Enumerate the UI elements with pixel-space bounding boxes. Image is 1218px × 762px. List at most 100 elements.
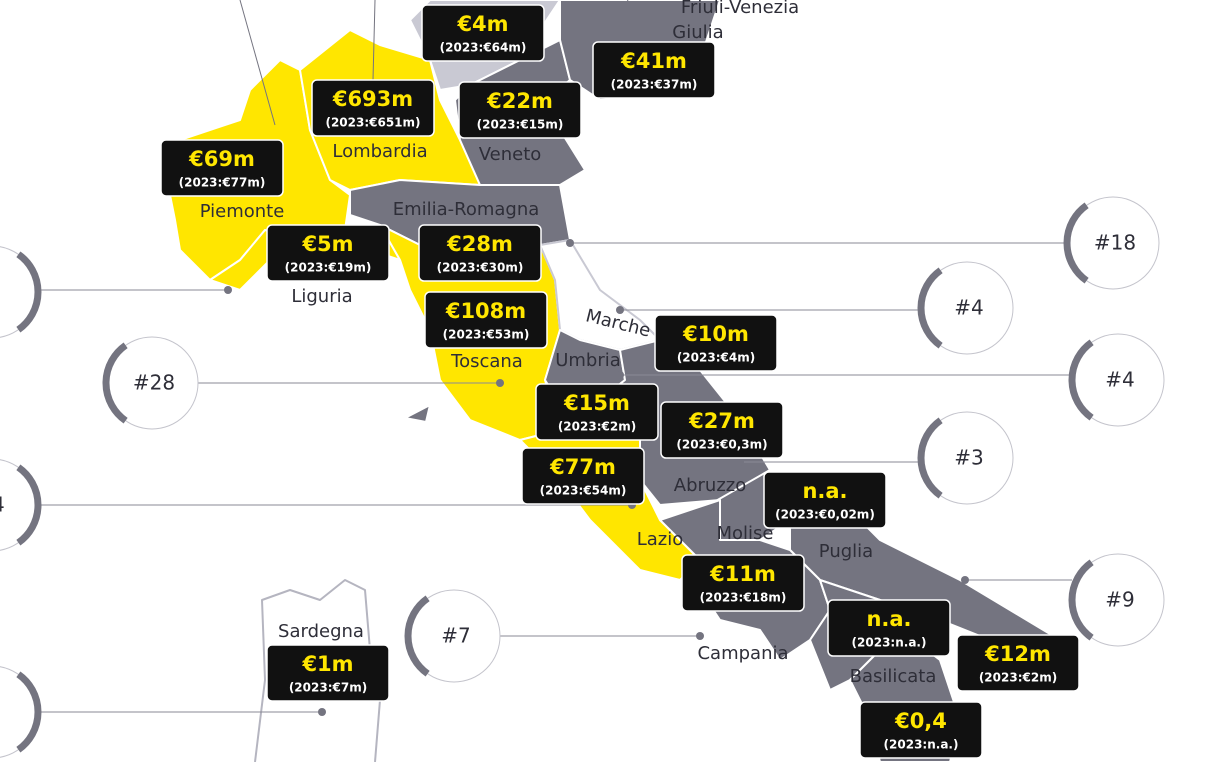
prior-label: (2023:€54m)	[540, 484, 627, 498]
prior-label: (2023:€53m)	[443, 328, 530, 342]
value-label: €27m	[688, 409, 755, 433]
rank-circle	[0, 666, 39, 758]
region-name: Piemonte	[200, 201, 285, 222]
region-name: Emilia-Romagna	[393, 199, 540, 220]
rank-circle	[0, 459, 39, 551]
prior-label: (2023:€0,3m)	[676, 438, 767, 452]
value-box	[956, 634, 1080, 692]
value-box	[859, 701, 983, 759]
leader-dot	[961, 576, 969, 584]
region-name: Molise	[717, 523, 774, 544]
prior-label: (2023:€0,02m)	[775, 508, 875, 522]
prior-label: (2023:€4m)	[677, 351, 755, 365]
value-box	[418, 224, 542, 282]
value-box	[654, 314, 778, 372]
prior-label: (2023:€19m)	[285, 261, 372, 275]
prior-label: (2023:€37m)	[611, 78, 698, 92]
value-label: €77m	[549, 455, 616, 479]
value-label: €5m	[301, 232, 353, 256]
rank-arc	[1068, 339, 1094, 421]
leader	[611, 0, 629, 33]
value-label: €10m	[682, 322, 749, 346]
elba-shape	[404, 404, 431, 423]
region-name: Puglia	[819, 541, 873, 562]
leader-dot	[696, 632, 704, 640]
rank-circle	[0, 246, 39, 338]
region-name: Veneto	[479, 144, 542, 165]
value-box	[763, 471, 887, 529]
value-label: n.a.	[802, 479, 847, 503]
leader-dot	[616, 306, 624, 314]
value-box	[266, 644, 390, 702]
prior-label: (2023:€2m)	[979, 671, 1057, 685]
leader	[372, 0, 376, 81]
value-box	[592, 41, 716, 99]
rank-label: #7	[441, 624, 470, 648]
rank-label: #28	[133, 371, 175, 395]
rank-arc	[16, 251, 42, 333]
leader-dot	[496, 379, 504, 387]
prior-label: (2023:n.a.)	[884, 738, 959, 752]
value-box	[421, 4, 545, 62]
region-name: Abruzzo	[674, 475, 746, 496]
prior-label: (2023:n.a.)	[852, 636, 927, 650]
value-box	[311, 79, 435, 137]
rank-arc	[1063, 202, 1089, 284]
prior-label: (2023:€18m)	[700, 591, 787, 605]
region-name: Friuli-Venezia	[681, 0, 799, 18]
rank-arc	[16, 671, 42, 753]
value-label: €11m	[709, 562, 776, 586]
region-name: Giulia	[672, 22, 723, 43]
value-label: €693m	[332, 87, 413, 111]
leader	[239, 0, 276, 126]
leader-dot	[616, 371, 624, 379]
rank-label: #18	[1094, 231, 1136, 255]
value-box	[535, 383, 659, 441]
prior-label: (2023:€77m)	[179, 176, 266, 190]
value-box	[266, 224, 390, 282]
region-name: Campania	[697, 643, 788, 664]
value-label: €4m	[456, 12, 508, 36]
leader-dot	[224, 286, 232, 294]
region-name: Sardegna	[278, 621, 364, 642]
value-label: €41m	[620, 49, 687, 73]
prior-label: (2023:€30m)	[437, 261, 524, 275]
prior-label: (2023:€15m)	[477, 118, 564, 132]
value-label: €69m	[188, 147, 255, 171]
prior-label: (2023:€2m)	[558, 420, 636, 434]
rank-label: #4	[954, 296, 983, 320]
region-name: Toscana	[450, 351, 523, 372]
leader-dot	[566, 239, 574, 247]
region-name: Liguria	[291, 286, 352, 307]
rank-arc	[16, 464, 42, 546]
leader-dot	[736, 458, 744, 466]
region-name: Lombardia	[332, 141, 427, 162]
prior-label: (2023:€64m)	[440, 41, 527, 55]
rank-label: #3	[954, 446, 983, 470]
value-box	[681, 554, 805, 612]
prior-label: (2023:€7m)	[289, 681, 367, 695]
value-box	[458, 81, 582, 139]
value-label: €12m	[984, 642, 1051, 666]
rank-arc	[102, 342, 128, 424]
value-box	[660, 401, 784, 459]
rank-arc	[404, 595, 430, 677]
value-label: €108m	[445, 299, 526, 323]
value-label: €22m	[486, 89, 553, 113]
region-name: Basilicata	[850, 666, 937, 687]
rank-label: 34	[0, 493, 5, 517]
value-label: €15m	[563, 391, 630, 415]
rank-arc	[917, 267, 943, 349]
value-label: €28m	[446, 232, 513, 256]
value-label: €0,4	[894, 709, 947, 733]
region-name: Lazio	[637, 529, 684, 550]
value-label: €1m	[301, 652, 353, 676]
value-box	[424, 291, 548, 349]
value-label: n.a.	[866, 607, 911, 631]
value-box	[827, 599, 951, 657]
rank-arc	[1068, 559, 1094, 641]
value-box	[521, 447, 645, 505]
leader-dot	[318, 708, 326, 716]
prior-label: (2023:€651m)	[325, 116, 420, 130]
